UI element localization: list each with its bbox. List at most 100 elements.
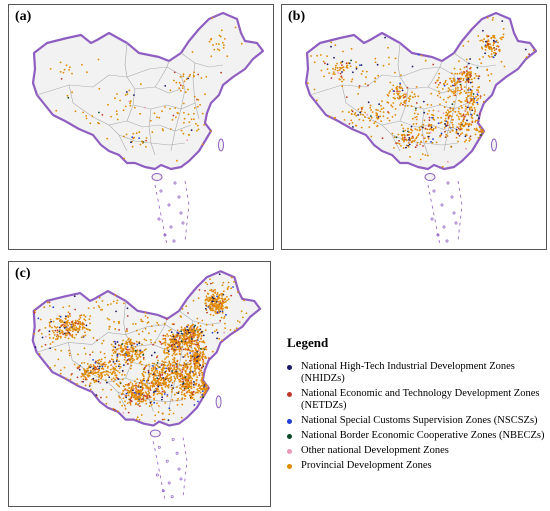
development-zone-point	[91, 115, 94, 118]
development-zone-point	[456, 126, 459, 129]
development-zone-point	[115, 383, 118, 385]
development-zone-point	[38, 328, 41, 331]
development-zone-point	[469, 71, 471, 74]
map-panel-a: (a)	[8, 4, 274, 250]
development-zone-point	[202, 361, 205, 363]
development-zone-point	[460, 115, 463, 117]
development-zone-point	[190, 129, 193, 131]
development-zone-point	[146, 386, 149, 389]
development-zone-point	[486, 16, 489, 19]
development-zone-point	[471, 85, 474, 88]
development-zone-point	[191, 377, 194, 380]
development-zone-point	[174, 349, 176, 351]
hainan-island	[149, 429, 161, 438]
development-zone-point	[430, 104, 433, 106]
development-zone-point	[186, 383, 189, 386]
development-zone-point	[118, 385, 121, 388]
development-zone-point	[171, 346, 174, 349]
development-zone-point	[182, 364, 185, 367]
development-zone-point	[197, 99, 200, 101]
development-zone-point	[417, 95, 420, 98]
development-zone-point	[189, 326, 192, 329]
development-zone-point	[61, 331, 64, 334]
development-zone-point	[184, 376, 187, 379]
development-zone-point	[56, 338, 59, 341]
development-zone-point	[440, 132, 443, 135]
development-zone-point	[164, 377, 167, 380]
development-zone-point	[427, 154, 429, 157]
development-zone-point	[168, 362, 171, 364]
development-zone-point	[196, 124, 199, 127]
development-zone-point	[341, 71, 343, 73]
development-zone-point	[486, 34, 488, 37]
development-zone-point	[197, 335, 200, 338]
development-zone-point	[135, 340, 138, 343]
development-zone-point	[481, 47, 484, 50]
province-boundary	[68, 84, 128, 126]
development-zone-point	[183, 80, 186, 83]
development-zone-point	[393, 93, 395, 95]
development-zone-point	[62, 321, 65, 324]
development-zone-point	[153, 392, 155, 395]
development-zone-point	[426, 132, 428, 134]
development-zone-point	[112, 360, 115, 363]
development-zone-point	[114, 372, 116, 374]
development-zone-point	[221, 311, 224, 314]
development-zone-point	[410, 105, 413, 108]
development-zone-point	[106, 370, 109, 373]
development-zone-point	[140, 398, 143, 401]
development-zone-point	[444, 117, 447, 120]
development-zone-point	[389, 90, 391, 93]
development-zone-point	[348, 111, 350, 113]
development-zone-point	[179, 315, 182, 317]
development-zone-point	[128, 348, 131, 351]
development-zone-point	[167, 346, 170, 349]
development-zone-point	[195, 343, 197, 346]
development-zone-point	[192, 299, 195, 302]
development-zone-point	[449, 131, 452, 133]
development-zone-point	[185, 78, 188, 81]
development-zone-point	[63, 321, 66, 324]
development-zone-point	[189, 339, 191, 341]
development-zone-point	[135, 402, 137, 405]
development-zone-point	[128, 89, 131, 92]
development-zone-point	[454, 83, 457, 86]
development-zone-point	[466, 129, 469, 131]
development-zone-point	[72, 325, 75, 327]
development-zone-point	[81, 63, 83, 66]
development-zone-point	[381, 100, 383, 103]
development-zone-point	[195, 339, 198, 342]
development-zone-point	[158, 390, 160, 393]
development-zone-point	[467, 71, 469, 73]
development-zone-point	[441, 88, 444, 90]
development-zone-point	[434, 82, 437, 84]
development-zone-point	[61, 320, 64, 322]
development-zone-point	[469, 76, 472, 79]
development-zone-point	[66, 94, 69, 97]
development-zone-point	[188, 386, 190, 389]
development-zone-point	[477, 86, 479, 89]
development-zone-point	[164, 341, 167, 344]
development-zone-point	[487, 74, 490, 77]
development-zone-point	[112, 407, 115, 410]
development-zone-point	[81, 327, 84, 330]
development-zone-point	[402, 130, 405, 133]
development-zone-point	[123, 374, 126, 376]
development-zone-point	[360, 110, 363, 113]
development-zone-point	[456, 114, 458, 117]
development-zone-point	[467, 81, 470, 84]
development-zone-point	[159, 382, 162, 384]
development-zone-point	[328, 72, 331, 74]
development-zone-point	[67, 319, 69, 322]
development-zone-point	[403, 96, 406, 98]
development-zone-point	[230, 287, 233, 290]
development-zone-point	[195, 362, 198, 365]
development-zone-point	[178, 363, 181, 366]
development-zone-point	[190, 342, 193, 345]
development-zone-point	[121, 351, 123, 354]
development-zone-point	[104, 374, 106, 377]
development-zone-point	[130, 399, 132, 402]
development-zone-point	[197, 371, 200, 374]
development-zone-point	[176, 403, 179, 406]
development-zone-point	[205, 357, 208, 359]
